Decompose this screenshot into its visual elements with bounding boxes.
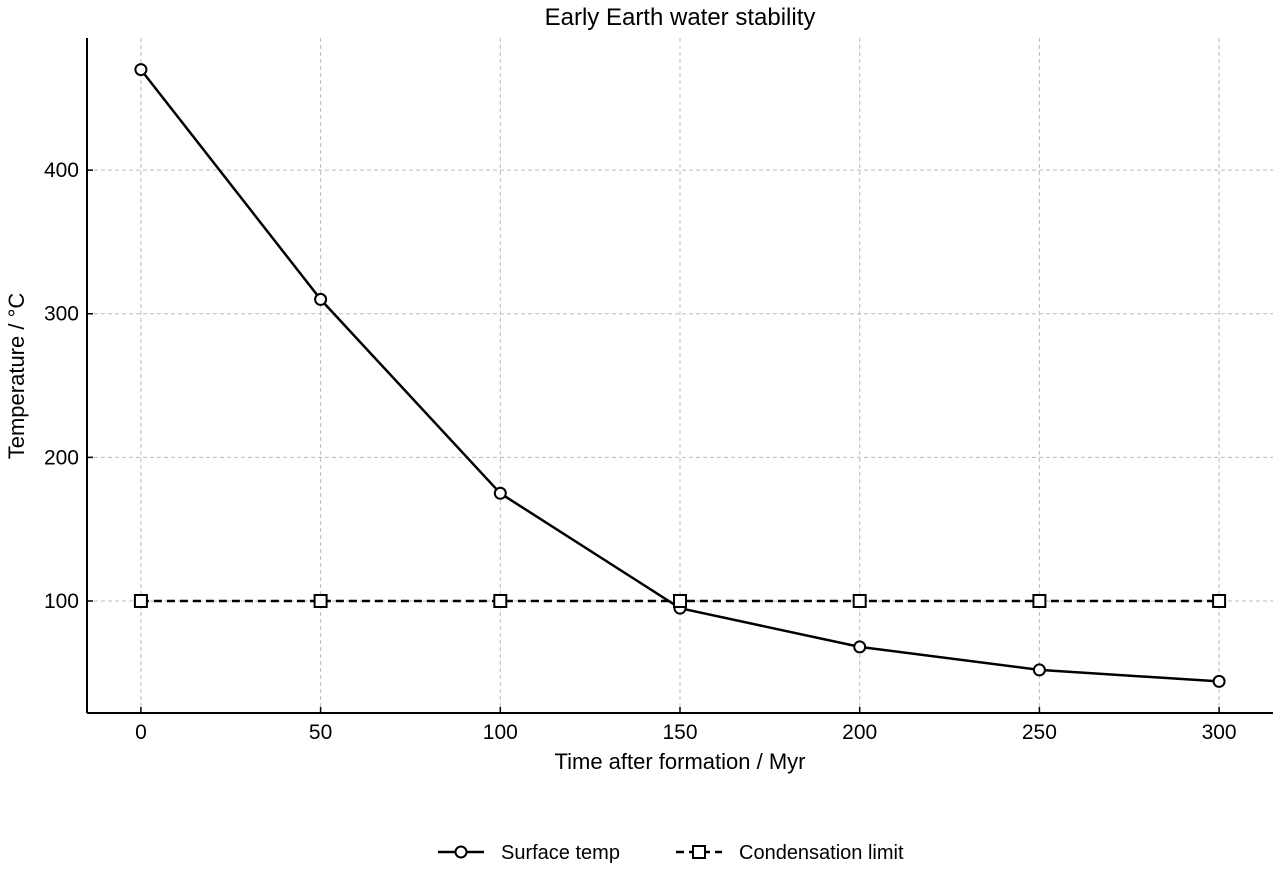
data-point-condensation-limit xyxy=(852,593,867,608)
data-point-surface-temp xyxy=(1032,663,1046,677)
x-tick-label: 250 xyxy=(1022,721,1057,744)
legend-marker-circle xyxy=(454,845,468,859)
series-layer xyxy=(133,63,1227,688)
x-tick-label: 100 xyxy=(483,721,518,744)
data-point-condensation-limit xyxy=(1032,593,1047,608)
x-tick-label: 200 xyxy=(842,721,877,744)
y-tick-label: 300 xyxy=(44,303,79,326)
data-point-surface-temp xyxy=(1212,674,1226,688)
x-tick-label: 50 xyxy=(309,721,332,744)
legend-label-condensation-limit: Condensation limit xyxy=(739,842,904,864)
data-point-surface-temp xyxy=(853,640,867,654)
y-tick-label: 100 xyxy=(44,590,79,613)
legend-label-surface-temp: Surface temp xyxy=(501,842,620,864)
data-point-condensation-limit xyxy=(673,593,687,608)
y-tick-label: 200 xyxy=(44,446,79,469)
data-point-surface-temp xyxy=(493,486,507,500)
x-tick-label: 150 xyxy=(662,721,697,744)
legend-item-condensation-limit: Condensation limit xyxy=(676,842,904,864)
data-point-condensation-limit xyxy=(493,593,508,608)
x-tick-label: 300 xyxy=(1202,721,1237,744)
grid xyxy=(87,38,1273,713)
legend-marker-square xyxy=(692,845,706,859)
data-point-condensation-limit xyxy=(133,593,148,608)
data-point-surface-temp xyxy=(314,292,328,306)
x-axis-label: Time after formation / Myr xyxy=(554,749,805,774)
data-point-condensation-limit xyxy=(313,593,328,608)
ticks: 0 50 100 150 200 250 300 100 200 300 400 xyxy=(44,159,1237,744)
legend-item-surface-temp: Surface temp xyxy=(438,842,620,864)
data-point-surface-temp xyxy=(134,63,148,77)
y-tick-label: 400 xyxy=(44,159,79,182)
chart-title: Early Earth water stability xyxy=(545,4,816,31)
y-axis-label: Temperature / °C xyxy=(4,293,29,460)
legend: Surface temp Condensation limit xyxy=(438,842,904,864)
x-tick-label: 0 xyxy=(135,721,147,744)
data-point-condensation-limit xyxy=(1212,593,1227,608)
